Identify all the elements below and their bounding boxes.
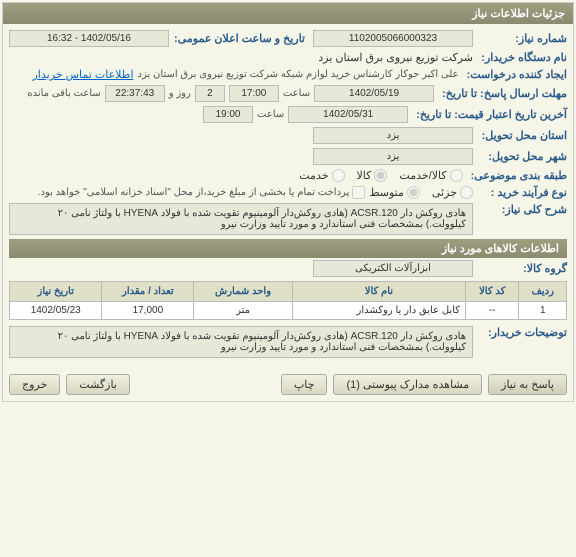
requester-name: علی اکبر حوکار کارشناس خرید لوازم شبکه ش… bbox=[138, 69, 459, 80]
th-code: کد کالا bbox=[466, 282, 519, 302]
respond-button[interactable]: پاسخ به نیاز bbox=[488, 374, 567, 395]
radio-small[interactable]: جزئی bbox=[432, 186, 473, 199]
contact-link[interactable]: اطلاعات تماس خریدار bbox=[32, 68, 133, 81]
remaining-suffix: ساعت باقی مانده bbox=[27, 88, 100, 99]
group-label: گروه کالا: bbox=[477, 262, 567, 275]
city-label: شهر محل تحویل: bbox=[477, 150, 567, 163]
row-city: شهر محل تحویل: یزد bbox=[9, 148, 567, 165]
payment-note: پرداخت تمام یا بخشی از مبلغ خرید،از محل … bbox=[38, 187, 350, 198]
deadline-date: 1402/05/19 bbox=[314, 85, 434, 102]
deadline-time-label: ساعت bbox=[283, 88, 310, 99]
cell-qty: 17,000 bbox=[102, 302, 194, 320]
cell-name: کابل عایق دار یا روکشدار bbox=[292, 302, 465, 320]
button-bar: پاسخ به نیاز مشاهده مدارک پیوستی (1) چاپ… bbox=[3, 368, 573, 401]
buyer-name: شرکت توزیع نیروی برق استان یزد bbox=[318, 51, 473, 64]
th-date: تاریخ نیاز bbox=[10, 282, 102, 302]
row-deadline: مهلت ارسال پاسخ: تا تاریخ: 1402/05/19 سا… bbox=[9, 85, 567, 102]
panel-title: جزئیات اطلاعات نیاز bbox=[3, 3, 573, 24]
validity-label: آخرین تاریخ اعتبار قیمت: تا تاریخ: bbox=[412, 108, 567, 121]
row-buyer: نام دستگاه خریدار: شرکت توزیع نیروی برق … bbox=[9, 51, 567, 64]
items-table: ردیف کد کالا نام کالا واحد شمارش تعداد /… bbox=[9, 281, 567, 320]
exit-button[interactable]: خروج bbox=[9, 374, 60, 395]
buyer-notes-text: هادی روکش دار ACSR.120 (هادی روکش‌دار آل… bbox=[9, 326, 473, 358]
table-header-row: ردیف کد کالا نام کالا واحد شمارش تعداد /… bbox=[10, 282, 567, 302]
process-radios: جزئی متوسط bbox=[369, 186, 473, 199]
row-requester: ایجاد کننده درخواست: علی اکبر حوکار کارش… bbox=[9, 68, 567, 81]
requester-label: ایجاد کننده درخواست: bbox=[463, 68, 567, 81]
payment-checkbox[interactable]: پرداخت تمام یا بخشی از مبلغ خرید،از محل … bbox=[38, 186, 366, 199]
need-number: 1102005066000323 bbox=[313, 30, 473, 47]
th-unit: واحد شمارش bbox=[194, 282, 292, 302]
th-qty: تعداد / مقدار bbox=[102, 282, 194, 302]
classification-radios: کالا/خدمت کالا خدمت bbox=[299, 169, 462, 182]
announce-date: 1402/05/16 - 16:32 bbox=[9, 30, 169, 47]
row-process: نوع فرآیند خرید : جزئی متوسط پرداخت تمام… bbox=[9, 186, 567, 199]
cell-date: 1402/05/23 bbox=[10, 302, 102, 320]
group-value: ابزارآلات الکتریکی bbox=[313, 260, 473, 277]
items-section-title: اطلاعات کالاهای مورد نیاز bbox=[9, 239, 567, 258]
row-classification: طبقه بندی موضوعی: کالا/خدمت کالا خدمت bbox=[9, 169, 567, 182]
validity-date: 1402/05/31 bbox=[288, 106, 408, 123]
radio-service[interactable]: خدمت bbox=[299, 169, 344, 182]
delivery-label: طبقه بندی موضوعی: bbox=[467, 169, 567, 182]
cell-row: 1 bbox=[519, 302, 567, 320]
row-province: استان محل تحویل: یزد bbox=[9, 127, 567, 144]
buyer-notes-label: توضیحات خریدار: bbox=[477, 326, 567, 339]
th-name: نام کالا bbox=[292, 282, 465, 302]
announce-label: تاریخ و ساعت اعلان عمومی: bbox=[173, 32, 305, 45]
print-button[interactable]: چاپ bbox=[281, 374, 328, 395]
row-validity: آخرین تاریخ اعتبار قیمت: تا تاریخ: 1402/… bbox=[9, 106, 567, 123]
th-row: ردیف bbox=[519, 282, 567, 302]
row-group: گروه کالا: ابزارآلات الکتریکی bbox=[9, 260, 567, 277]
remaining-label: روز و bbox=[169, 88, 191, 99]
row-number: شماره نیاز: 1102005066000323 تاریخ و ساع… bbox=[9, 30, 567, 47]
attachments-button[interactable]: مشاهده مدارک پیوستی (1) bbox=[333, 374, 482, 395]
row-buyer-notes: توضیحات خریدار: هادی روکش دار ACSR.120 (… bbox=[9, 326, 567, 358]
cell-code: -- bbox=[466, 302, 519, 320]
panel-body: شماره نیاز: 1102005066000323 تاریخ و ساع… bbox=[3, 24, 573, 368]
validity-time: 19:00 bbox=[203, 106, 253, 123]
table-row[interactable]: 1 -- کابل عایق دار یا روکشدار متر 17,000… bbox=[10, 302, 567, 320]
city-value: یزد bbox=[313, 148, 473, 165]
buyer-label: نام دستگاه خریدار: bbox=[477, 51, 567, 64]
remaining-clock: 22:37:43 bbox=[105, 85, 165, 102]
validity-time-label: ساعت bbox=[257, 109, 284, 120]
back-button[interactable]: بازگشت bbox=[66, 374, 130, 395]
radio-goods-service[interactable]: کالا/خدمت bbox=[399, 169, 462, 182]
deadline-time: 17:00 bbox=[229, 85, 279, 102]
cell-unit: متر bbox=[194, 302, 292, 320]
number-label: شماره نیاز: bbox=[477, 32, 567, 45]
province-value: یزد bbox=[313, 127, 473, 144]
process-label: نوع فرآیند خرید : bbox=[477, 186, 567, 199]
radio-medium[interactable]: متوسط bbox=[369, 186, 420, 199]
deadline-label: مهلت ارسال پاسخ: تا تاریخ: bbox=[438, 87, 567, 100]
need-description: هادی روکش دار ACSR.120 (هادی روکش‌دار آل… bbox=[9, 203, 473, 235]
desc-label: شرح کلی نیاز: bbox=[477, 203, 567, 216]
remaining-days: 2 bbox=[195, 85, 225, 102]
main-panel: جزئیات اطلاعات نیاز شماره نیاز: 11020050… bbox=[2, 2, 574, 402]
province-label: استان محل تحویل: bbox=[477, 129, 567, 142]
row-desc: شرح کلی نیاز: هادی روکش دار ACSR.120 (ها… bbox=[9, 203, 567, 235]
radio-goods[interactable]: کالا bbox=[357, 169, 388, 182]
